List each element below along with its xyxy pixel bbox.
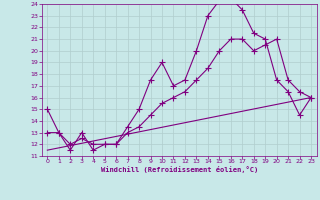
X-axis label: Windchill (Refroidissement éolien,°C): Windchill (Refroidissement éolien,°C) xyxy=(100,166,258,173)
